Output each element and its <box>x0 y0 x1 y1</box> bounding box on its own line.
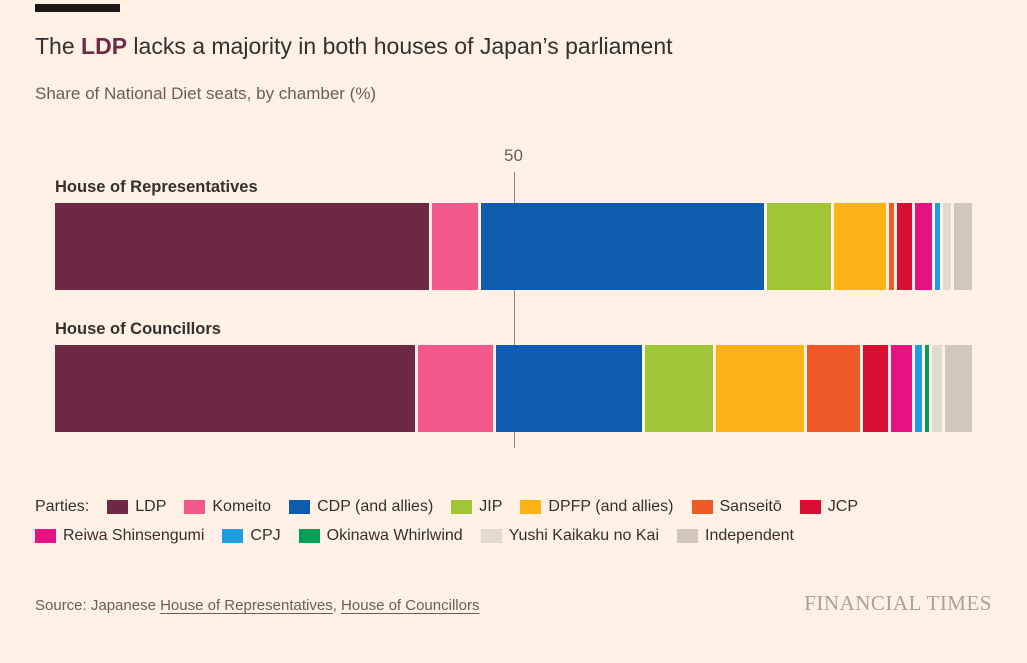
chamber-label-representatives: House of Representatives <box>55 177 258 196</box>
legend-swatch-dpfp-and-allies <box>520 499 542 514</box>
legend-label-cdp-and-allies: CDP (and allies) <box>317 497 434 515</box>
chamber-representatives: House of Representatives <box>55 177 973 290</box>
source-separator: , <box>332 596 342 614</box>
chart-title-prefix: The <box>35 33 82 59</box>
footer: Source: Japanese House of Representative… <box>35 591 992 616</box>
bar-segment-jip <box>766 202 832 290</box>
legend-item-cpj: CPJ <box>222 526 281 545</box>
legend-item-dpfp-and-allies: DPFP (and allies) <box>520 497 674 516</box>
legend-label-komeito: Komeito <box>212 497 272 515</box>
reference-line-50pct <box>513 171 515 448</box>
legend-item-reiwa-shinsengumi: Reiwa Shinsengumi <box>35 527 204 545</box>
financial-times-logo: FINANCIAL TIMES <box>804 590 992 615</box>
chamber-label-councillors: House of Councillors <box>55 319 221 338</box>
bar-segment-yushi-kaikaku-no-kai <box>931 344 943 432</box>
bar-segment-independent <box>945 344 972 432</box>
legend-swatch-cpj <box>222 528 244 543</box>
bar-segment-dpfp-and-allies <box>715 344 805 432</box>
legend-label-reiwa-shinsengumi: Reiwa Shinsengumi <box>63 526 205 544</box>
legend-item-okinawa-whirlwind: Okinawa Whirlwind <box>298 526 463 545</box>
legend-swatch-yushi-kaikaku-no-kai <box>480 528 502 543</box>
reference-line-label: 50 <box>504 145 523 165</box>
chamber-councillors: House of Councillors <box>55 320 972 432</box>
legend-swatch-sanseit <box>691 499 713 514</box>
legend-label-yushi-kaikaku-no-kai: Yushi Kaikaku no Kai <box>508 526 660 544</box>
chart-title-suffix: lacks a majority in both houses of Japan… <box>127 33 673 59</box>
legend-item-cdp-and-allies: CDP (and allies) <box>289 498 433 516</box>
legend-label-sanseit: Sanseitō <box>719 497 782 515</box>
bar-segment-cdp-and-allies <box>495 344 642 432</box>
source-link-house-of-councillors[interactable]: House of Councillors <box>341 596 480 614</box>
legend-label-okinawa-whirlwind: Okinawa Whirlwind <box>326 526 463 544</box>
legend: Parties: LDP Komeito CDP (and allies) JIP DP… <box>35 498 992 545</box>
bar-segment-okinawa-whirlwind <box>925 344 929 432</box>
legend-title: Parties: <box>35 497 90 515</box>
bar-segment-reiwa-shinsengumi <box>915 202 932 290</box>
legend-swatch-independent <box>677 528 699 543</box>
chart-title-highlight-ldp: LDP <box>81 33 128 59</box>
legend-item-sanseit: Sanseitō <box>691 497 782 516</box>
legend-swatch-reiwa-shinsengumi <box>35 528 56 543</box>
legend-label-independent: Independent <box>705 526 794 544</box>
source-prefix: Source: Japanese <box>35 596 161 614</box>
bar-segment-dpfp-and-allies <box>834 202 886 290</box>
legend-swatch-cdp-and-allies <box>289 499 311 514</box>
legend-item-ldp: LDP <box>107 498 166 516</box>
bar-segment-komeito <box>417 344 493 432</box>
bar-segment-cdp-and-allies <box>481 202 764 290</box>
legend-swatch-ldp <box>107 499 129 514</box>
bar-segment-reiwa-shinsengumi <box>891 344 913 432</box>
legend-label-jcp: JCP <box>827 497 858 515</box>
chart-title: The LDP lacks a majority in both houses … <box>35 32 992 61</box>
bar-segment-independent <box>954 202 973 290</box>
legend-item-jcp: JCP <box>799 497 858 516</box>
legend-item-yushi-kaikaku-no-kai: Yushi Kaikaku no Kai <box>480 526 660 545</box>
bar-segment-sanseit <box>888 202 895 290</box>
legend-item-independent: Independent <box>677 527 794 545</box>
source-link-house-of-representatives[interactable]: House of Representatives <box>160 596 333 614</box>
legend-item-jip: JIP <box>451 498 502 516</box>
chart-body: House of Representatives House of Counci… <box>55 171 973 448</box>
bar-segment-cpj <box>915 344 923 432</box>
stacked-bar-representatives <box>55 202 973 290</box>
bar-segment-komeito <box>432 202 479 290</box>
legend-swatch-okinawa-whirlwind <box>298 528 320 543</box>
legend-item-komeito: Komeito <box>184 498 271 516</box>
bar-segment-jip <box>644 344 713 432</box>
chart-area: 50 House of Representatives House of Cou… <box>55 145 973 448</box>
bar-segment-jcp <box>863 344 889 432</box>
legend-label-ldp: LDP <box>135 497 167 515</box>
legend-swatch-jip <box>451 499 473 514</box>
legend-label-jip: JIP <box>479 497 503 515</box>
bar-segment-jcp <box>897 202 913 290</box>
legend-label-dpfp-and-allies: DPFP (and allies) <box>548 497 674 515</box>
legend-swatch-jcp <box>799 499 821 514</box>
legend-label-cpj: CPJ <box>250 526 281 544</box>
legend-swatch-komeito <box>184 499 206 514</box>
bar-segment-yushi-kaikaku-no-kai <box>943 202 952 290</box>
bar-segment-ldp <box>55 344 415 432</box>
bar-segment-ldp <box>55 202 430 290</box>
bar-segment-cpj <box>934 202 941 290</box>
chart-subtitle: Share of National Diet seats, by chamber… <box>35 83 377 103</box>
source-note: Source: Japanese House of Representative… <box>35 597 479 614</box>
stacked-bar-councillors <box>55 344 972 432</box>
bar-segment-sanseit <box>807 344 861 432</box>
top-accent-bar <box>35 4 120 12</box>
